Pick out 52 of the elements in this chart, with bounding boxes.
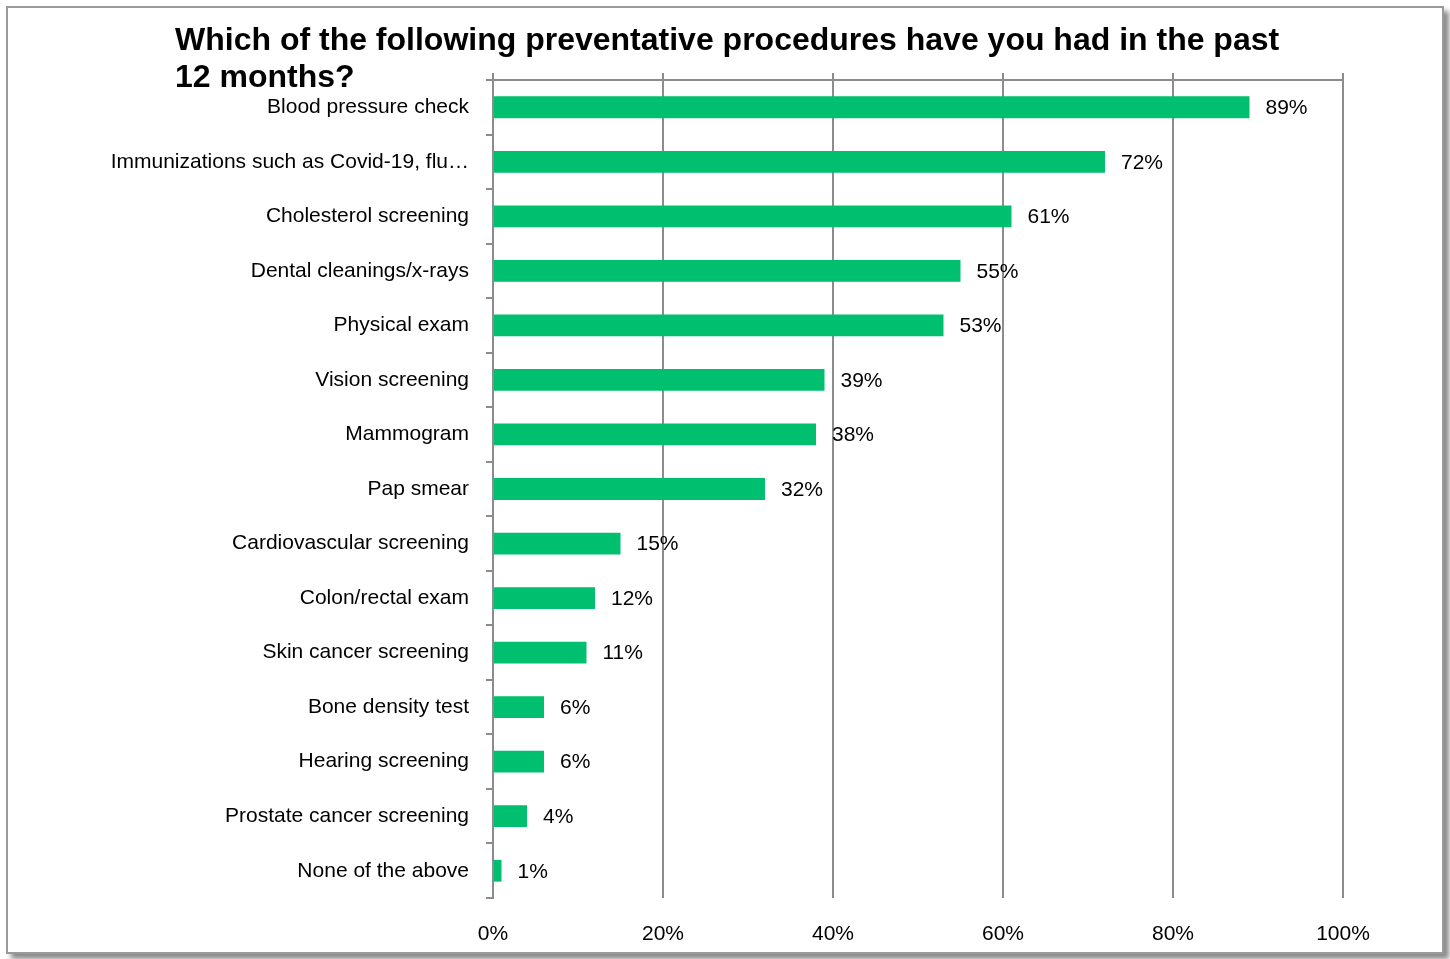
bar	[494, 696, 544, 719]
x-tick-label: 80%	[1151, 921, 1195, 945]
data-label: 4%	[543, 804, 574, 827]
data-label: 1%	[517, 858, 548, 882]
y-tick-label: Colon/rectal exam	[299, 584, 469, 608]
bar	[494, 641, 587, 664]
bar	[494, 587, 595, 609]
y-tick-label: Physical exam	[333, 312, 469, 336]
bar	[494, 750, 544, 773]
y-tick-label: Hearing screening	[298, 748, 469, 772]
data-label: 53%	[959, 313, 1002, 337]
data-label: 6%	[560, 749, 591, 773]
x-tick-label: 60%	[981, 921, 1025, 945]
chart-title: Which of the following preventative procedures have you had in the past 12 months?	[175, 21, 1281, 95]
y-tick-label: None of the above	[297, 857, 469, 881]
y-tick-label: Skin cancer screening	[262, 639, 469, 663]
bar	[494, 859, 502, 882]
bar	[494, 532, 621, 555]
x-tick-label: 100%	[1316, 921, 1370, 945]
data-label: 12%	[611, 585, 654, 609]
y-tick-label: Mammogram	[345, 421, 469, 445]
data-label: 38%	[832, 422, 875, 446]
data-label: 15%	[636, 531, 679, 555]
x-tick-label: 40%	[811, 921, 855, 945]
data-label: 55%	[976, 258, 1019, 282]
bar	[494, 150, 1105, 173]
bar	[494, 805, 527, 828]
bar	[494, 369, 825, 391]
data-label: 72%	[1121, 149, 1164, 173]
bar	[494, 423, 816, 446]
y-tick-label: Bone density test	[307, 693, 470, 717]
bar	[494, 314, 944, 337]
x-tick-label: 0%	[477, 921, 509, 945]
y-tick-label: Immunizations such as Covid-19, flu…	[110, 148, 469, 172]
bar	[494, 259, 961, 282]
y-tick-label: Vision screening	[315, 366, 469, 390]
x-tick-label: 20%	[641, 921, 685, 945]
data-label: 11%	[602, 640, 643, 664]
y-tick-label: Pap smear	[367, 475, 469, 499]
data-label: 32%	[781, 476, 824, 500]
y-tick-label: Cardiovascular screening	[232, 530, 469, 554]
data-label: 39%	[840, 367, 883, 391]
bar	[494, 96, 1250, 119]
y-tick-label: Prostate cancer screening	[225, 803, 469, 826]
data-label: 89%	[1265, 95, 1308, 119]
y-tick-label: Cholesterol screening	[265, 203, 469, 227]
bar	[494, 478, 765, 500]
y-tick-label: Dental cleanings/x-rays	[250, 257, 469, 281]
bar	[494, 205, 1012, 228]
data-label: 6%	[560, 694, 591, 718]
y-tick-label: Blood pressure check	[267, 94, 470, 118]
data-label: 61%	[1027, 204, 1070, 228]
